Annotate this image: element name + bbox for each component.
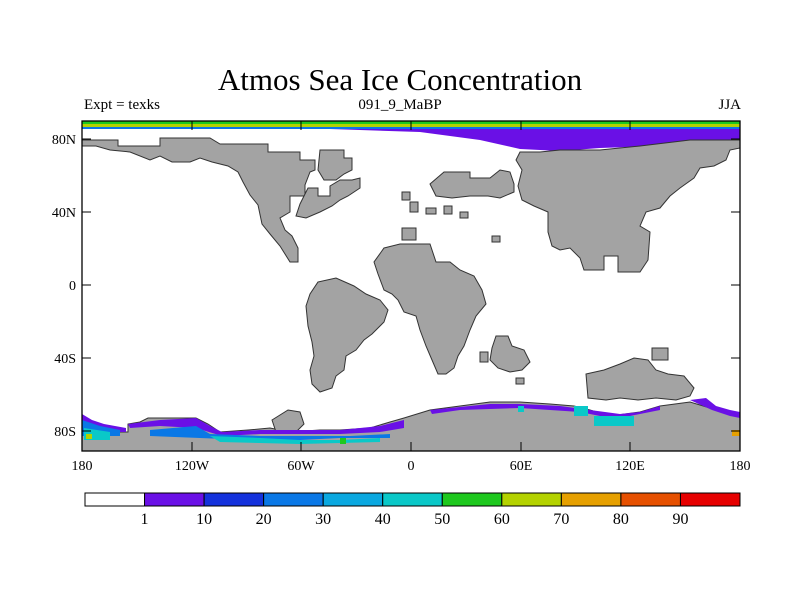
land-north-atlantic-island [295,177,361,219]
colorbar-label: 80 [613,511,629,528]
land-small-island-2 [409,201,419,213]
land-greenland [317,149,353,181]
lon-label-0: 0 [408,459,415,474]
colorbar-swatch [679,492,741,507]
lon-label-60e: 60E [510,459,533,474]
colorbar-label: 1 [141,511,149,528]
land-mediterranean-isle [401,227,417,241]
land-siberia-island [429,169,515,199]
colorbar-swatch [560,492,622,507]
colorbar-swatch [144,492,205,507]
colorbar-swatch [441,492,503,507]
season-label: JJA [718,97,741,113]
lon-label-60w: 60W [287,459,315,474]
lon-label-120w: 120W [175,459,210,474]
colorbar-swatch [501,492,562,507]
lat-label-40s: 40S [54,352,76,367]
lon-label-120e: 120E [615,459,645,474]
colorbar-label: 90 [672,511,688,528]
lon-label-180e: 180 [730,459,751,474]
southern-sea-ice [82,398,740,444]
colorbar: 1 10 20 30 40 50 60 70 80 90 [84,492,741,528]
colorbar-label: 40 [375,511,391,528]
land-north-america [81,137,316,263]
lon-label-180w: 180 [72,459,93,474]
land-small-island-4 [443,205,453,215]
colorbar-label: 70 [553,511,569,528]
colorbar-swatch [382,492,443,507]
colorbar-swatch [84,492,146,507]
colorbar-label: 60 [494,511,510,528]
lat-label-80n: 80N [52,133,76,148]
land-australia [585,357,695,401]
latitude-ticks [82,138,740,432]
lat-label-0: 0 [69,279,76,294]
colorbar-label: 10 [196,511,212,528]
colorbar-label: 50 [434,511,450,528]
colorbar-swatch [620,492,681,507]
map-title: Atmos Sea Ice Concentration [217,62,583,97]
land-south-america [305,277,389,393]
land-small-island-1 [401,191,411,201]
land-small-island-7 [479,351,489,363]
lat-label-40n: 40N [52,206,76,221]
land-indian-subcontinent [489,335,531,373]
longitude-ticks [191,121,631,451]
colorbar-label: 30 [315,511,331,528]
colorbar-swatch [203,492,265,507]
period-label: 091_9_MaBP [358,97,442,113]
experiment-label: Expt = texks [84,97,160,113]
land-small-island-3 [425,207,437,215]
colorbar-swatch [322,492,384,507]
colorbar-swatch [263,492,324,507]
lat-label-80s: 80S [54,425,76,440]
land-small-island-6 [491,235,501,243]
land-small-island-8 [515,377,525,385]
land-africa [373,243,487,375]
colorbar-label: 20 [256,511,272,528]
land-small-island-9 [651,347,669,361]
land-small-island-5 [459,211,469,219]
